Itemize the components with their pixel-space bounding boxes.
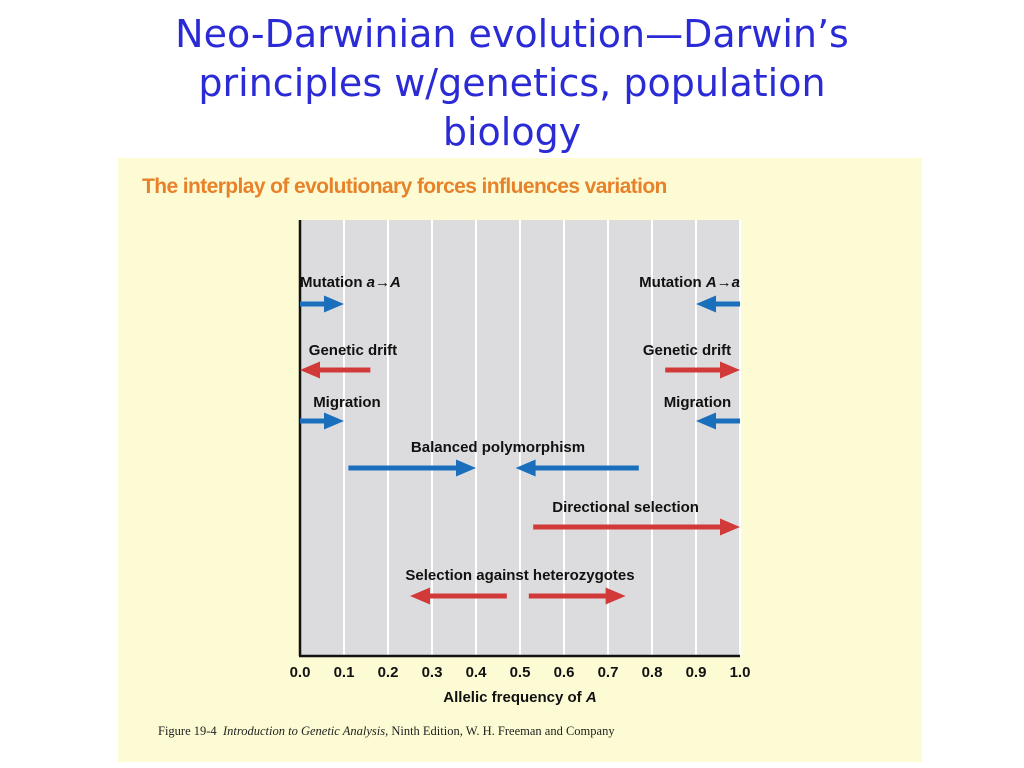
force-arrow-head	[696, 295, 716, 313]
force-arrow-head	[300, 361, 320, 379]
x-tick-label: 0.9	[686, 664, 707, 681]
force-label: Mutation A→a	[639, 274, 740, 291]
slide-title-line-2: principles w/genetics, population	[198, 61, 826, 105]
x-tick-label: 0.5	[510, 664, 531, 681]
force-label: Mutation a→A	[300, 274, 401, 291]
force-label: Balanced polymorphism	[411, 439, 585, 456]
caption-publisher: Ninth Edition, W. H. Freeman and Company	[391, 724, 615, 738]
force-arrow-head	[720, 361, 740, 379]
x-tick-label: 0.0	[290, 664, 311, 681]
force-arrow-head	[324, 295, 344, 313]
slide-title-line-1: Neo-Darwinian evolution—Darwin’s	[175, 12, 849, 56]
x-tick-label: 0.8	[642, 664, 663, 681]
x-axis-label: Allelic frequency of A	[443, 689, 596, 706]
x-tick-label: 0.3	[422, 664, 443, 681]
force-label: Genetic drift	[643, 342, 731, 359]
x-tick-label: 0.7	[598, 664, 619, 681]
slide-title-line-3: biology	[442, 110, 582, 154]
x-tick-label: 0.4	[466, 664, 488, 681]
force-label: Genetic drift	[309, 342, 397, 359]
force-arrow-head	[410, 587, 430, 605]
force-label: Directional selection	[552, 499, 699, 516]
force-label: Migration	[664, 394, 732, 411]
force-arrow-head	[696, 412, 716, 430]
x-tick-label: 1.0	[730, 664, 751, 681]
figure-caption: Figure 19-4 Introduction to Genetic Anal…	[158, 724, 615, 739]
x-tick-label: 0.1	[334, 664, 355, 681]
x-tick-label: 0.6	[554, 664, 575, 681]
caption-book-title: Introduction to Genetic Analysis,	[222, 724, 389, 738]
force-arrow-head	[456, 459, 476, 477]
force-label: Selection against heterozygotes	[405, 567, 634, 584]
slide-title: Neo-Darwinian evolution—Darwin’s princip…	[0, 10, 1024, 160]
x-tick-label: 0.2	[378, 664, 399, 681]
force-arrow-head	[324, 412, 344, 430]
figure-title: The interplay of evolutionary forces inf…	[142, 175, 667, 198]
force-arrow-head	[515, 459, 536, 477]
force-arrow-head	[605, 587, 626, 605]
caption-figure-number: Figure 19-4	[158, 724, 217, 738]
force-arrow-head	[720, 518, 740, 536]
force-label: Migration	[313, 394, 381, 411]
